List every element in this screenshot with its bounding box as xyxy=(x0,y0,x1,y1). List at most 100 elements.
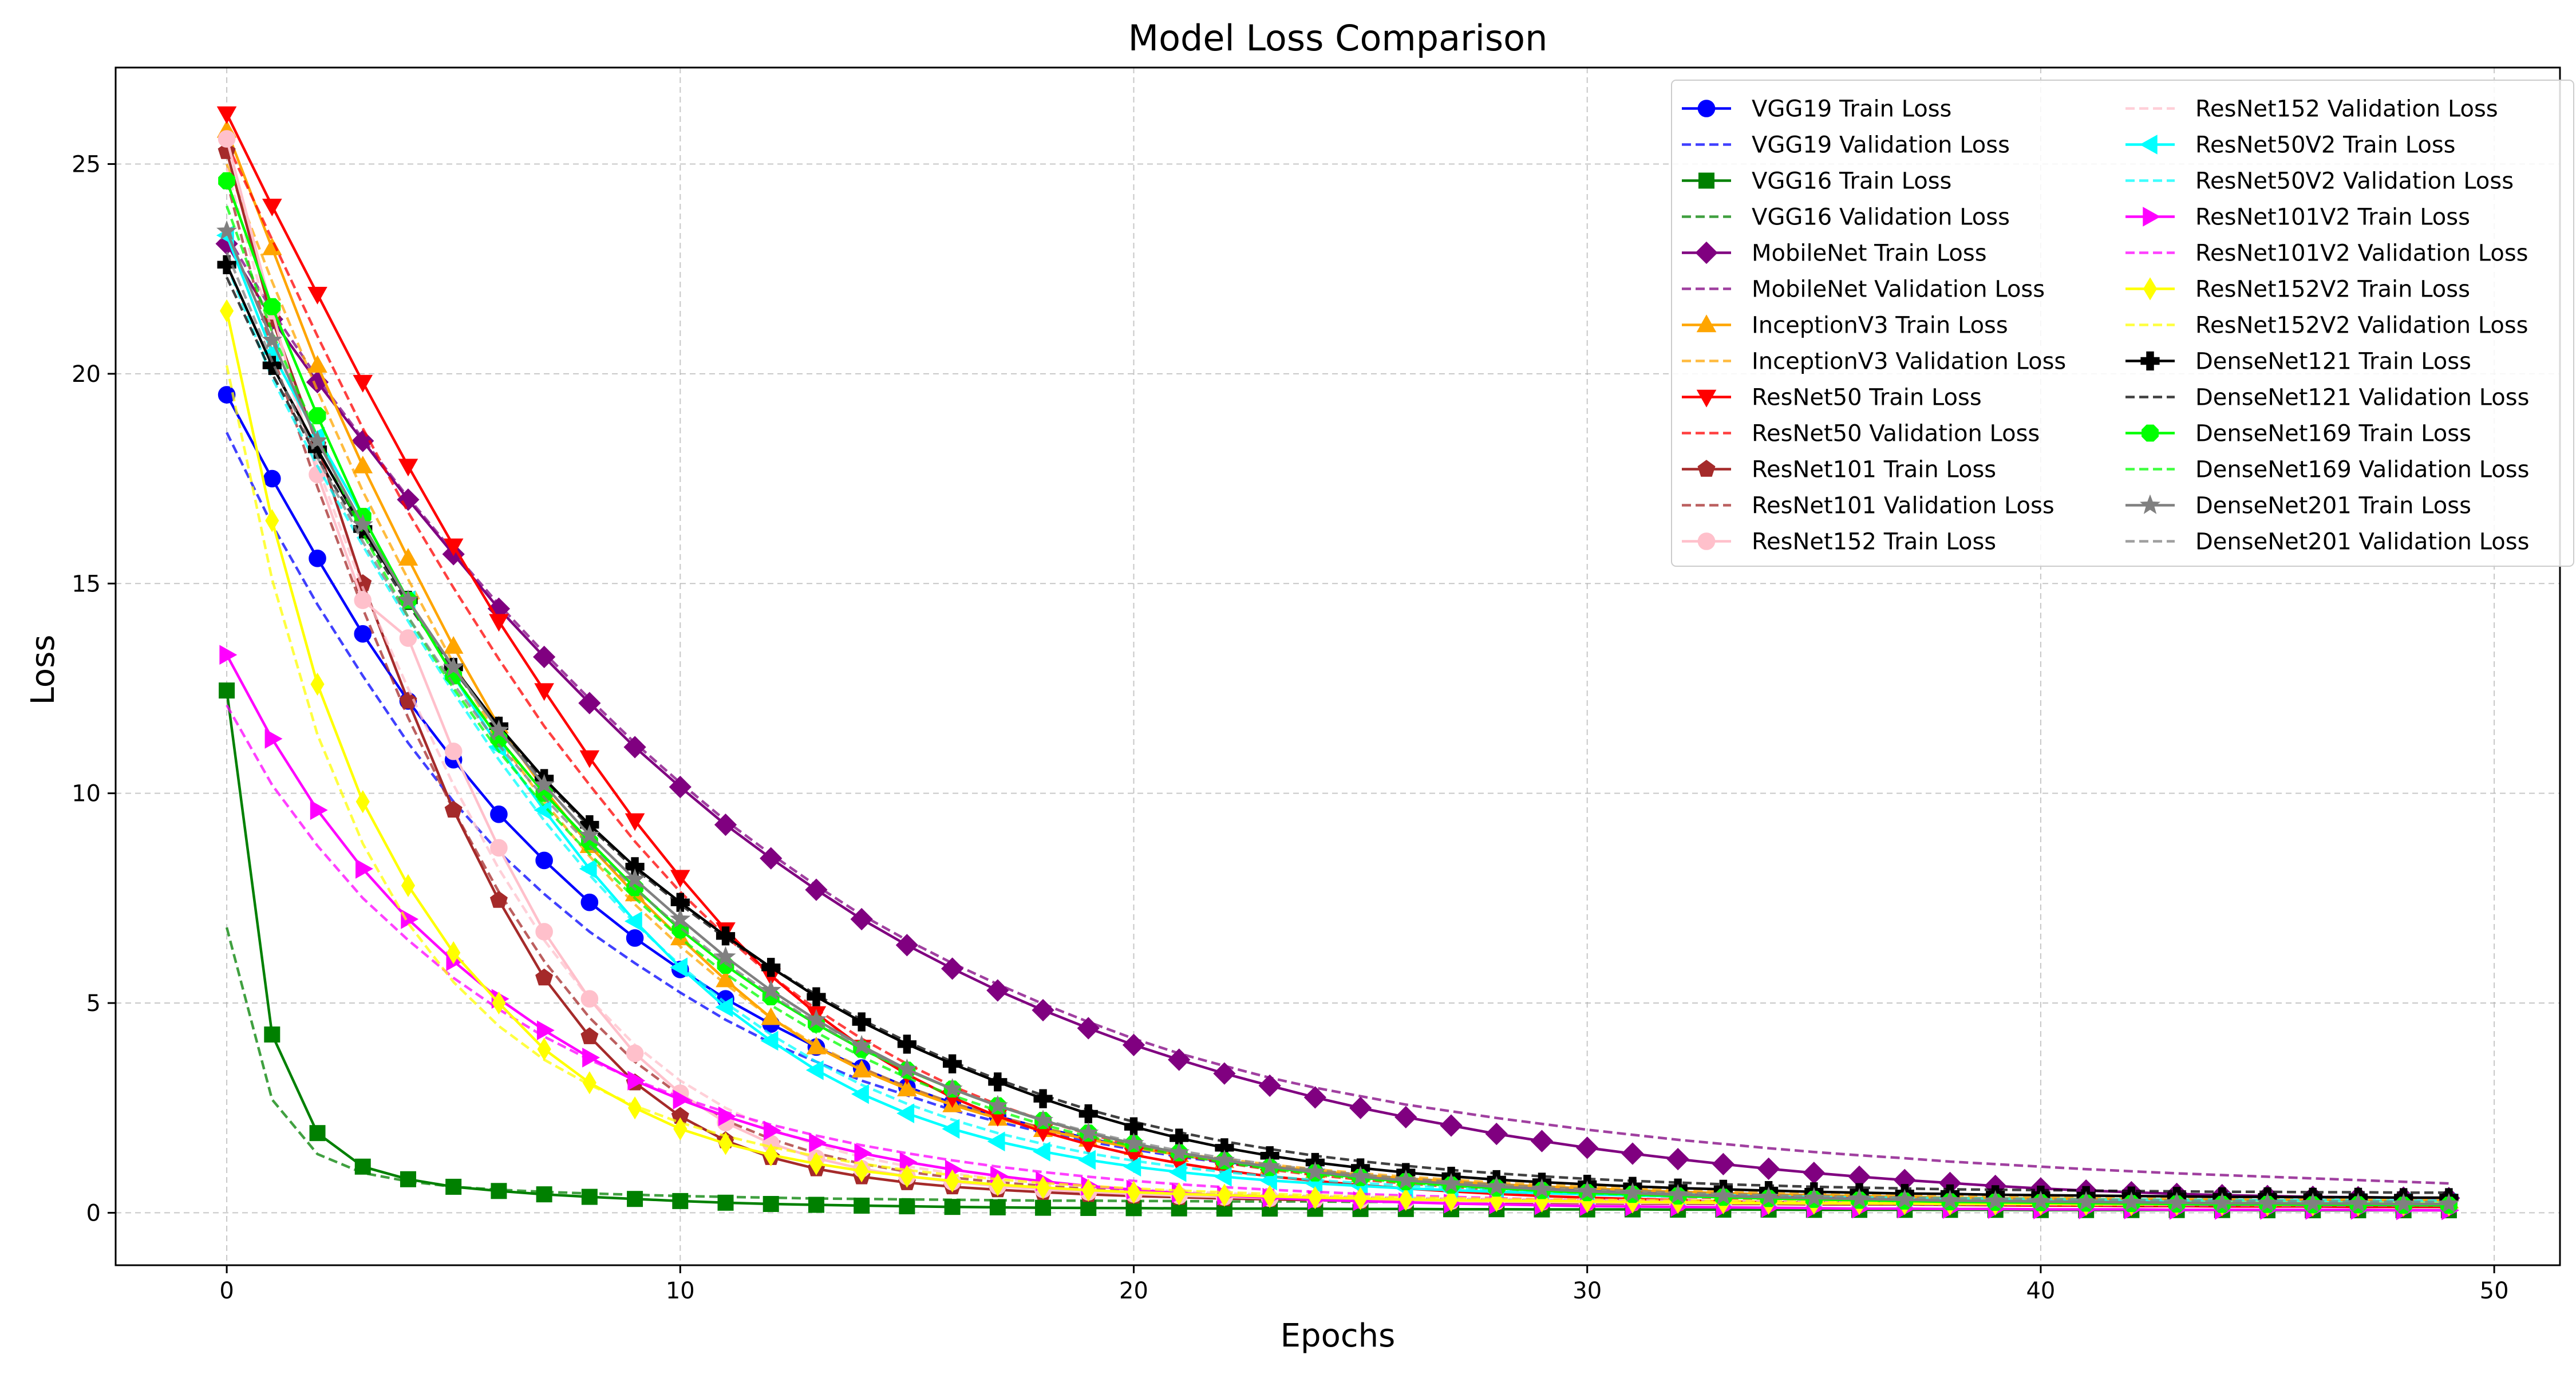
data-point xyxy=(401,874,416,898)
legend-item: VGG16 Validation Loss xyxy=(1682,204,2010,231)
legend-marker xyxy=(1697,100,1716,117)
data-point xyxy=(353,455,373,473)
data-point xyxy=(764,1143,778,1167)
data-point xyxy=(1576,1136,1599,1159)
data-point xyxy=(851,1084,869,1104)
data-point xyxy=(1032,1142,1050,1162)
data-point xyxy=(1349,1096,1372,1119)
data-point xyxy=(1666,1148,1689,1171)
legend-label: VGG16 Train Loss xyxy=(1752,168,1951,195)
data-point xyxy=(1123,1156,1141,1177)
y-axis-label: Loss xyxy=(25,635,62,705)
data-point xyxy=(854,1143,872,1163)
legend-label: MobileNet Validation Loss xyxy=(1752,277,2045,303)
data-point xyxy=(625,868,646,889)
data-point xyxy=(805,878,828,901)
legend-item: InceptionV3 Train Loss xyxy=(1682,313,2008,339)
data-point xyxy=(1080,1199,1097,1216)
data-point xyxy=(670,893,690,912)
legend-label: ResNet101 Validation Loss xyxy=(1752,493,2055,519)
legend-label: ResNet152 Validation Loss xyxy=(2195,96,2498,123)
data-point xyxy=(534,683,554,701)
data-point xyxy=(626,1044,644,1063)
data-point xyxy=(897,1035,917,1054)
x-tick-label: 30 xyxy=(1573,1278,1602,1304)
data-point xyxy=(718,1132,733,1155)
legend-item: VGG19 Validation Loss xyxy=(1682,132,2010,159)
data-point xyxy=(264,729,283,749)
legend-label: VGG19 Train Loss xyxy=(1752,96,1951,123)
legend-label: ResNet152V2 Validation Loss xyxy=(2195,313,2528,339)
data-point xyxy=(218,172,236,189)
data-point xyxy=(352,514,373,534)
data-point xyxy=(310,800,328,820)
legend-label: ResNet50 Train Loss xyxy=(1752,385,1982,411)
data-point xyxy=(714,813,737,836)
data-point xyxy=(623,736,646,759)
data-point xyxy=(1398,1187,1413,1211)
data-point xyxy=(1444,1189,1459,1212)
data-point xyxy=(987,1131,1005,1152)
data-point xyxy=(580,1027,599,1044)
legend-item: ResNet152V2 Train Loss xyxy=(2125,277,2470,303)
y-tick-label: 10 xyxy=(72,781,101,807)
legend-label: ResNet152V2 Train Loss xyxy=(2195,277,2470,303)
legend-item: MobileNet Validation Loss xyxy=(1682,277,2045,303)
data-point xyxy=(761,958,781,977)
legend: VGG19 Train Loss VGG19 Validation Loss VGG… xyxy=(1671,80,2574,567)
y-tick-label: 0 xyxy=(86,1200,101,1226)
data-point xyxy=(310,672,325,696)
legend-label: MobileNet Train Loss xyxy=(1752,240,1987,267)
data-point xyxy=(492,991,506,1015)
data-point xyxy=(580,893,599,911)
legend-marker xyxy=(2139,494,2161,514)
legend-item: InceptionV3 Validation Loss xyxy=(1682,349,2066,375)
series-mobilenet-validation-loss xyxy=(226,234,2449,1185)
data-point xyxy=(760,847,783,870)
data-point xyxy=(579,859,597,879)
data-point xyxy=(989,1199,1006,1215)
data-point xyxy=(851,1035,872,1055)
series-line xyxy=(226,234,2449,1185)
data-point xyxy=(669,776,692,799)
data-point xyxy=(307,286,327,305)
data-point xyxy=(490,839,508,857)
legend-marker xyxy=(1698,172,1714,189)
legend-label: VGG16 Validation Loss xyxy=(1752,204,2010,231)
data-point xyxy=(1712,1152,1735,1176)
legend-marker xyxy=(1697,460,1716,477)
data-point xyxy=(353,374,373,393)
legend-label: VGG19 Validation Loss xyxy=(1752,132,2010,159)
legend-label: DenseNet169 Validation Loss xyxy=(2195,457,2529,483)
data-point xyxy=(216,220,238,240)
legend-box xyxy=(1671,80,2574,567)
data-point xyxy=(1757,1157,1780,1180)
legend-item: DenseNet121 Train Loss xyxy=(2125,349,2471,375)
data-point xyxy=(854,1197,870,1214)
data-point xyxy=(670,908,691,928)
data-point xyxy=(355,790,370,814)
data-point xyxy=(1078,1150,1096,1170)
data-point xyxy=(397,589,419,609)
data-point xyxy=(398,459,418,477)
data-point xyxy=(942,1119,960,1139)
y-tick-label: 5 xyxy=(86,990,101,1017)
legend-label: ResNet101V2 Validation Loss xyxy=(2195,240,2528,267)
data-point xyxy=(852,1012,871,1032)
data-point xyxy=(399,692,417,709)
data-point xyxy=(307,355,327,373)
legend-label: DenseNet121 Validation Loss xyxy=(2195,385,2529,411)
data-point xyxy=(264,1026,280,1043)
legend-item: ResNet50 Validation Loss xyxy=(1682,421,2040,447)
data-point xyxy=(944,1199,961,1215)
series-line xyxy=(226,654,2449,1212)
data-point xyxy=(220,299,234,323)
legend-marker xyxy=(1695,241,1718,264)
legend-item: DenseNet169 Train Loss xyxy=(2125,421,2471,447)
data-point xyxy=(263,298,281,315)
data-point xyxy=(307,430,328,450)
data-point xyxy=(1258,1074,1281,1097)
legend-marker xyxy=(2142,424,2159,442)
legend-label: InceptionV3 Train Loss xyxy=(1752,313,2008,339)
